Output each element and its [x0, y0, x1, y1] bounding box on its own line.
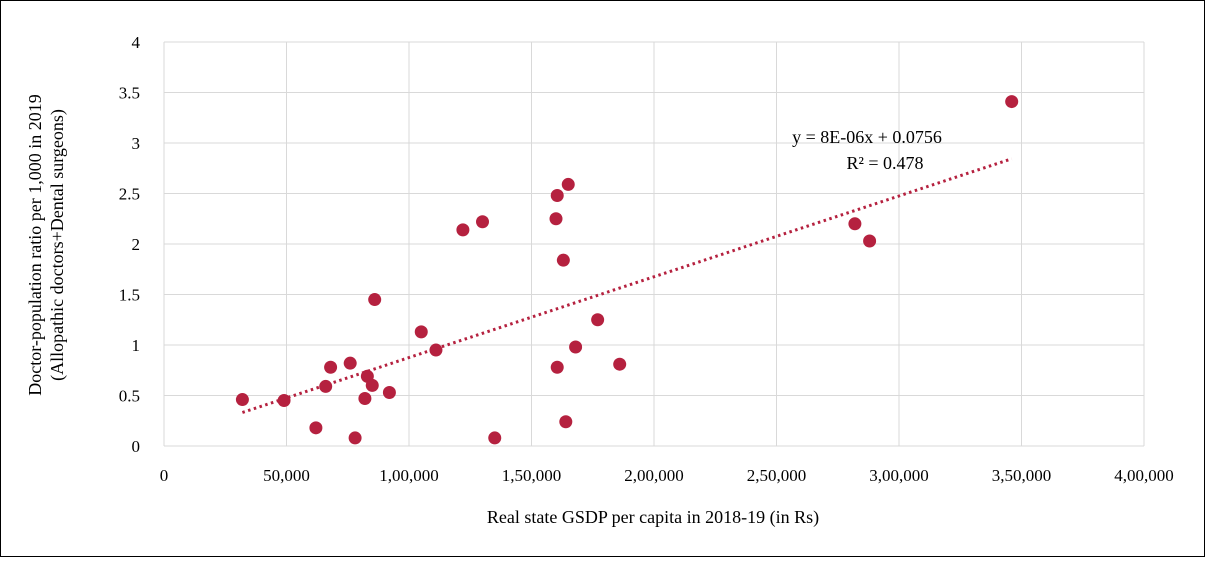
gridlines [163, 41, 1145, 447]
x-axis-label: Real state GSDP per capita in 2018-19 (i… [487, 507, 819, 528]
x-tick-label: 1,50,000 [502, 466, 562, 485]
x-tick-label: 4,00,000 [1114, 466, 1174, 485]
data-point [1005, 95, 1019, 109]
data-point [561, 177, 575, 191]
x-axis-ticks: 0 50,000 1,00,000 1,50,000 2,00,000 2,50,000 3… [160, 466, 1174, 485]
data-point [414, 325, 428, 339]
x-tick-label: 1,00,000 [379, 466, 439, 485]
data-point [277, 394, 291, 408]
data-point [549, 212, 563, 226]
data-point [348, 431, 362, 445]
y-tick-label: 3.5 [119, 84, 140, 103]
y-tick-label: 0 [132, 437, 141, 456]
x-tick-label: 2,00,000 [624, 466, 684, 485]
data-point [550, 360, 564, 374]
data-point [488, 431, 502, 445]
trendline-r-squared: R² = 0.478 [846, 153, 923, 173]
trendline [241, 157, 1013, 414]
data-point [382, 385, 396, 399]
data-point [365, 378, 379, 392]
y-tick-label: 1 [132, 336, 141, 355]
y-axis-ticks: 0 0.5 1 1.5 2 2.5 3 3.5 4 [119, 33, 141, 456]
y-tick-label: 4 [132, 33, 141, 52]
data-point [358, 392, 372, 406]
data-point [613, 357, 627, 371]
x-tick-label: 3,50,000 [992, 466, 1052, 485]
y-axis-label-line-1: Doctor-population ratio per 1,000 in 201… [25, 94, 45, 396]
data-point [309, 421, 323, 435]
trendline-equation: y = 8E-06x + 0.0756 [792, 127, 942, 147]
y-tick-label: 1.5 [119, 286, 140, 305]
data-point [343, 356, 357, 370]
data-point [319, 379, 333, 393]
data-point [550, 189, 564, 203]
data-point [863, 234, 877, 248]
y-tick-label: 2 [132, 235, 141, 254]
data-point [569, 340, 583, 354]
y-tick-label: 3 [132, 134, 141, 153]
y-axis-label-line-2: (Allopathic doctors+Dental surgeons) [47, 109, 68, 381]
data-points [235, 95, 1019, 445]
data-point [456, 223, 470, 237]
y-tick-label: 0.5 [119, 387, 140, 406]
data-point [324, 360, 338, 374]
x-tick-label: 2,50,000 [747, 466, 807, 485]
data-point [476, 215, 489, 229]
data-point [429, 343, 443, 357]
data-point [235, 393, 249, 407]
y-tick-label: 2.5 [119, 185, 140, 204]
x-tick-label: 3,00,000 [869, 466, 929, 485]
x-tick-label: 0 [160, 466, 169, 485]
data-point [368, 293, 382, 307]
data-point [556, 253, 570, 267]
x-tick-label: 50,000 [263, 466, 310, 485]
data-point [591, 313, 605, 327]
data-point [559, 415, 573, 429]
data-point [848, 217, 862, 231]
